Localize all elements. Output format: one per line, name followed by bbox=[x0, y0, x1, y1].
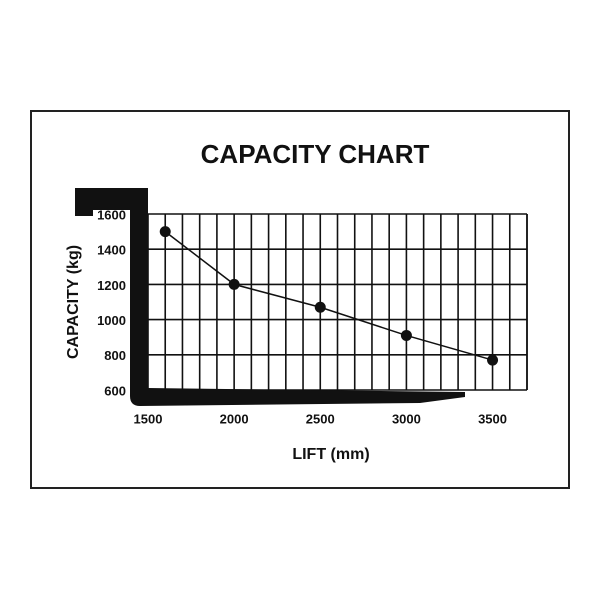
y-tick-label: 1000 bbox=[97, 313, 126, 328]
data-point bbox=[487, 354, 499, 366]
data-point bbox=[314, 301, 326, 313]
x-tick-label: 2500 bbox=[306, 411, 335, 426]
y-tick-label: 1600 bbox=[97, 207, 126, 222]
fork-shape bbox=[75, 188, 465, 406]
y-tick-label: 1400 bbox=[97, 243, 126, 258]
y-axis-label: CAPACITY (kg) bbox=[65, 245, 82, 359]
data-point bbox=[228, 278, 240, 290]
y-tick-label: 1200 bbox=[97, 278, 126, 293]
data-point bbox=[159, 226, 171, 238]
x-tick-label: 3500 bbox=[478, 411, 507, 426]
grid bbox=[147, 213, 528, 391]
data-point bbox=[400, 329, 412, 341]
x-axis-label: LIFT (mm) bbox=[292, 446, 369, 463]
x-tick-label: 3000 bbox=[392, 411, 421, 426]
frame bbox=[30, 110, 570, 489]
y-tick-label: 800 bbox=[104, 348, 126, 363]
y-tick-label: 600 bbox=[104, 383, 126, 398]
x-tick-label: 2000 bbox=[220, 411, 249, 426]
x-tick-label: 1500 bbox=[134, 411, 163, 426]
data-line bbox=[164, 231, 493, 361]
chart-title: CAPACITY CHART bbox=[201, 139, 430, 169]
